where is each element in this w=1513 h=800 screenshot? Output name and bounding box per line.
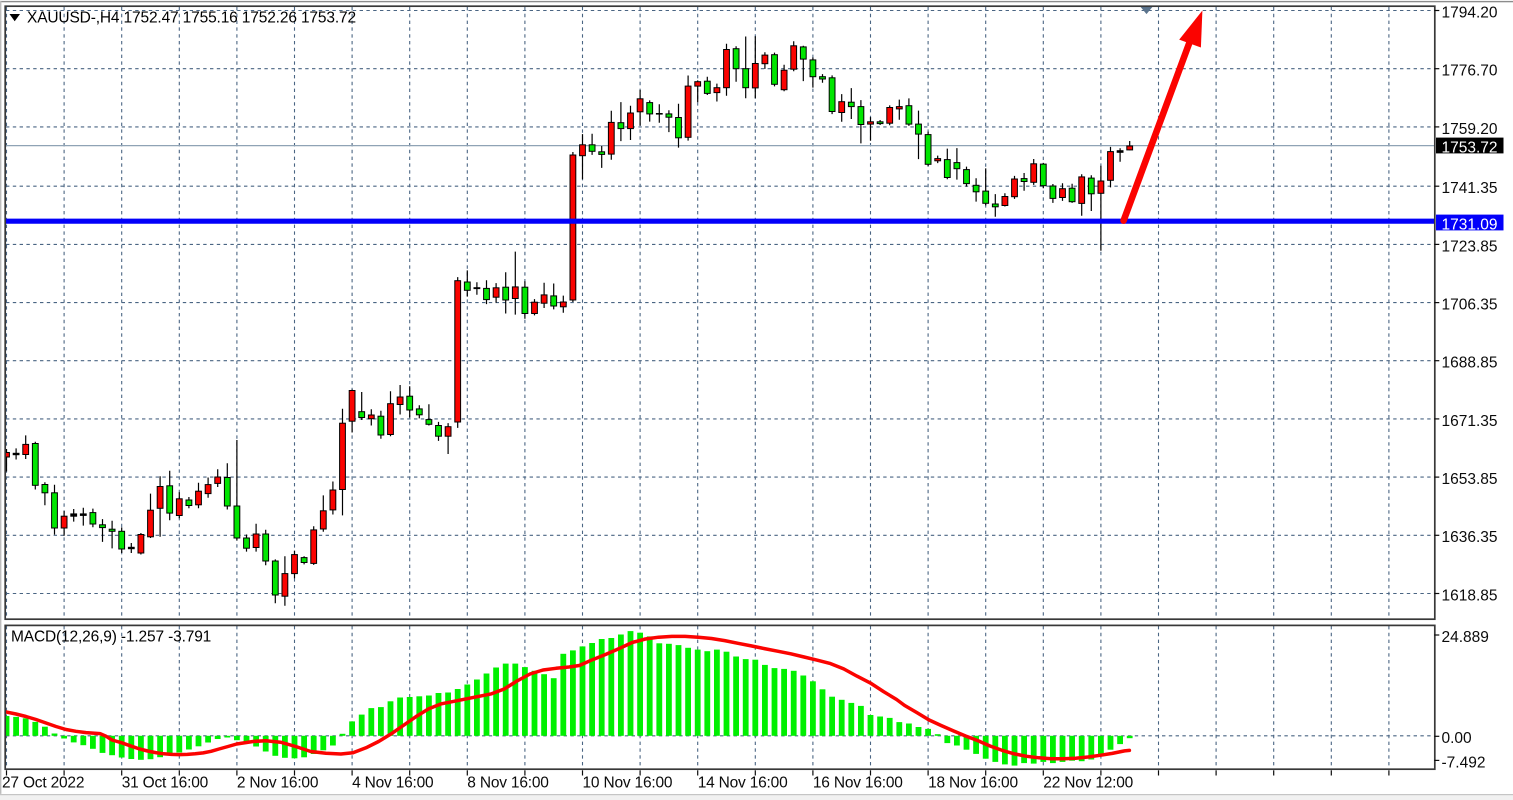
svg-text:1671.35: 1671.35 (1442, 413, 1498, 430)
svg-text:4 Nov 16:00: 4 Nov 16:00 (352, 774, 434, 791)
svg-text:1794.20: 1794.20 (1442, 4, 1498, 21)
svg-text:31 Oct 16:00: 31 Oct 16:00 (122, 774, 209, 791)
svg-text:1653.85: 1653.85 (1442, 471, 1498, 488)
svg-text:24.889: 24.889 (1442, 629, 1489, 646)
svg-text:27 Oct 2022: 27 Oct 2022 (2, 774, 84, 791)
svg-text:1618.85: 1618.85 (1442, 587, 1498, 604)
svg-text:8 Nov 16:00: 8 Nov 16:00 (467, 774, 549, 791)
svg-text:18 Nov 16:00: 18 Nov 16:00 (928, 774, 1018, 791)
svg-text:MACD(12,26,9) -1.257 -3.791: MACD(12,26,9) -1.257 -3.791 (11, 628, 211, 645)
svg-text:XAUUSD-,H4 1752.47 1755.16 17: XAUUSD-,H4 1752.47 1755.16 1752.26 1753.… (27, 10, 356, 27)
svg-text:1723.85: 1723.85 (1442, 238, 1498, 255)
svg-text:16 Nov 16:00: 16 Nov 16:00 (813, 774, 903, 791)
svg-text:1731.09: 1731.09 (1442, 216, 1498, 233)
svg-text:2 Nov 16:00: 2 Nov 16:00 (237, 774, 319, 791)
svg-text:14 Nov 16:00: 14 Nov 16:00 (698, 774, 788, 791)
svg-text:1759.20: 1759.20 (1442, 121, 1498, 138)
svg-text:1753.72: 1753.72 (1442, 139, 1498, 156)
svg-text:1776.70: 1776.70 (1442, 63, 1498, 80)
svg-text:1706.35: 1706.35 (1442, 297, 1498, 314)
svg-text:10 Nov 16:00: 10 Nov 16:00 (583, 774, 673, 791)
svg-text:22 Nov 12:00: 22 Nov 12:00 (1043, 774, 1133, 791)
svg-text:0.00: 0.00 (1442, 730, 1473, 747)
svg-text:1741.35: 1741.35 (1442, 180, 1498, 197)
svg-text:1688.85: 1688.85 (1442, 355, 1498, 372)
svg-text:1636.35: 1636.35 (1442, 529, 1498, 546)
svg-text:-7.492: -7.492 (1442, 754, 1486, 771)
